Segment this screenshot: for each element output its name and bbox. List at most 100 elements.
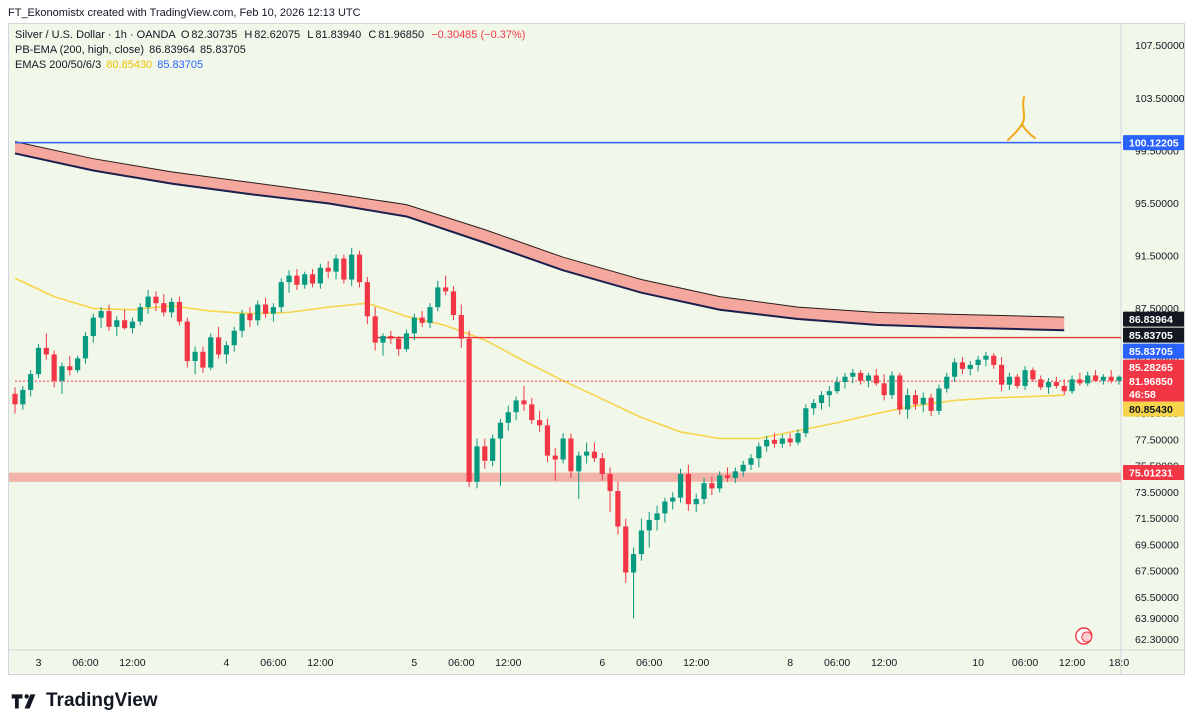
candle[interactable] <box>286 275 292 283</box>
candle[interactable] <box>309 274 316 284</box>
candle[interactable] <box>795 433 801 443</box>
candle[interactable] <box>576 455 582 472</box>
candle[interactable] <box>1116 376 1122 381</box>
candle[interactable] <box>28 374 34 390</box>
candle[interactable] <box>75 358 81 371</box>
candle[interactable] <box>740 464 746 472</box>
support-zone[interactable] <box>9 472 1121 482</box>
candle[interactable] <box>294 275 300 285</box>
candle[interactable] <box>474 446 480 482</box>
candle[interactable] <box>944 376 950 389</box>
candle[interactable] <box>834 382 840 392</box>
candle[interactable] <box>865 375 872 381</box>
candle[interactable] <box>1006 376 1013 385</box>
ema200-line[interactable] <box>14 152 1065 332</box>
ema200-band[interactable] <box>15 141 1065 331</box>
candle[interactable] <box>380 336 386 343</box>
candle[interactable] <box>529 404 535 421</box>
candle[interactable] <box>811 403 817 409</box>
candle[interactable] <box>709 483 715 489</box>
candle[interactable] <box>325 267 331 272</box>
candle[interactable] <box>239 313 245 331</box>
candle[interactable] <box>317 267 323 284</box>
candle[interactable] <box>255 304 261 321</box>
candle[interactable] <box>137 307 143 322</box>
price-badge[interactable] <box>1123 359 1185 375</box>
candle[interactable] <box>583 451 590 456</box>
candle[interactable] <box>35 347 42 375</box>
candle[interactable] <box>591 451 598 459</box>
price-badge[interactable] <box>1123 327 1185 343</box>
legend-emas[interactable]: EMAS 200/50/6/3 80.85430 85.83705 <box>15 59 205 71</box>
price-badge[interactable] <box>1123 343 1185 359</box>
candle[interactable] <box>936 388 942 411</box>
candle[interactable] <box>223 345 230 355</box>
candle[interactable] <box>858 372 864 381</box>
candle[interactable] <box>184 321 190 361</box>
candle[interactable] <box>396 338 402 350</box>
candle[interactable] <box>278 282 284 308</box>
candle[interactable] <box>208 337 214 368</box>
candle[interactable] <box>466 338 472 482</box>
candle[interactable] <box>928 397 934 411</box>
candle[interactable] <box>450 291 457 316</box>
candle[interactable] <box>43 347 49 355</box>
candle[interactable] <box>356 254 363 283</box>
candle[interactable] <box>544 425 551 456</box>
candle[interactable] <box>372 316 378 343</box>
candle[interactable] <box>912 395 919 405</box>
candle[interactable] <box>638 530 644 555</box>
candle[interactable] <box>756 446 762 459</box>
candle[interactable] <box>1085 375 1091 384</box>
candle[interactable] <box>685 473 691 505</box>
candle[interactable] <box>983 355 989 360</box>
candle[interactable] <box>122 320 128 329</box>
price-badge[interactable] <box>1123 401 1185 417</box>
candle[interactable] <box>51 354 57 381</box>
candle[interactable] <box>1061 385 1067 392</box>
candle[interactable] <box>153 296 159 304</box>
candle[interactable] <box>215 337 222 355</box>
candle[interactable] <box>599 458 605 474</box>
candle[interactable] <box>842 376 848 383</box>
candle[interactable] <box>505 412 511 423</box>
candle[interactable] <box>889 375 895 396</box>
candle[interactable] <box>732 471 738 478</box>
candle[interactable] <box>724 475 731 478</box>
candle[interactable] <box>247 313 253 321</box>
candle[interactable] <box>82 336 89 359</box>
candle[interactable] <box>403 333 410 350</box>
candle[interactable] <box>818 395 825 404</box>
candle[interactable] <box>748 458 754 465</box>
candle[interactable] <box>568 438 574 472</box>
candle[interactable] <box>482 446 488 461</box>
candle[interactable] <box>771 439 778 444</box>
price-chart[interactable]: 107.50000103.5000099.5000095.5000091.500… <box>9 24 1185 675</box>
candle[interactable] <box>169 301 175 313</box>
ema50-line[interactable] <box>14 277 1065 440</box>
candle[interactable] <box>145 296 151 308</box>
candle[interactable] <box>364 282 370 317</box>
candle[interactable] <box>1022 370 1028 386</box>
candle[interactable] <box>1077 379 1083 384</box>
price-badge[interactable] <box>1123 464 1185 480</box>
candle[interactable] <box>458 315 464 339</box>
candle[interactable] <box>497 422 504 439</box>
candle[interactable] <box>302 274 308 285</box>
candle[interactable] <box>161 303 167 313</box>
candle[interactable] <box>560 438 566 460</box>
candle[interactable] <box>850 372 856 377</box>
price-badge[interactable] <box>1123 386 1185 402</box>
candle[interactable] <box>552 455 558 460</box>
candle[interactable] <box>1045 382 1052 388</box>
candle[interactable] <box>717 475 723 489</box>
candle[interactable] <box>670 497 676 502</box>
candle[interactable] <box>231 330 237 346</box>
candle[interactable] <box>98 311 104 318</box>
candle[interactable] <box>1069 379 1075 392</box>
legend-symbol[interactable]: Silver / U.S. Dollar · 1h · OANDA <box>15 29 176 41</box>
pbema-upper-line[interactable] <box>14 141 1065 318</box>
candle[interactable] <box>623 526 629 573</box>
price-badge[interactable] <box>1123 373 1185 389</box>
candle[interactable] <box>787 438 793 443</box>
